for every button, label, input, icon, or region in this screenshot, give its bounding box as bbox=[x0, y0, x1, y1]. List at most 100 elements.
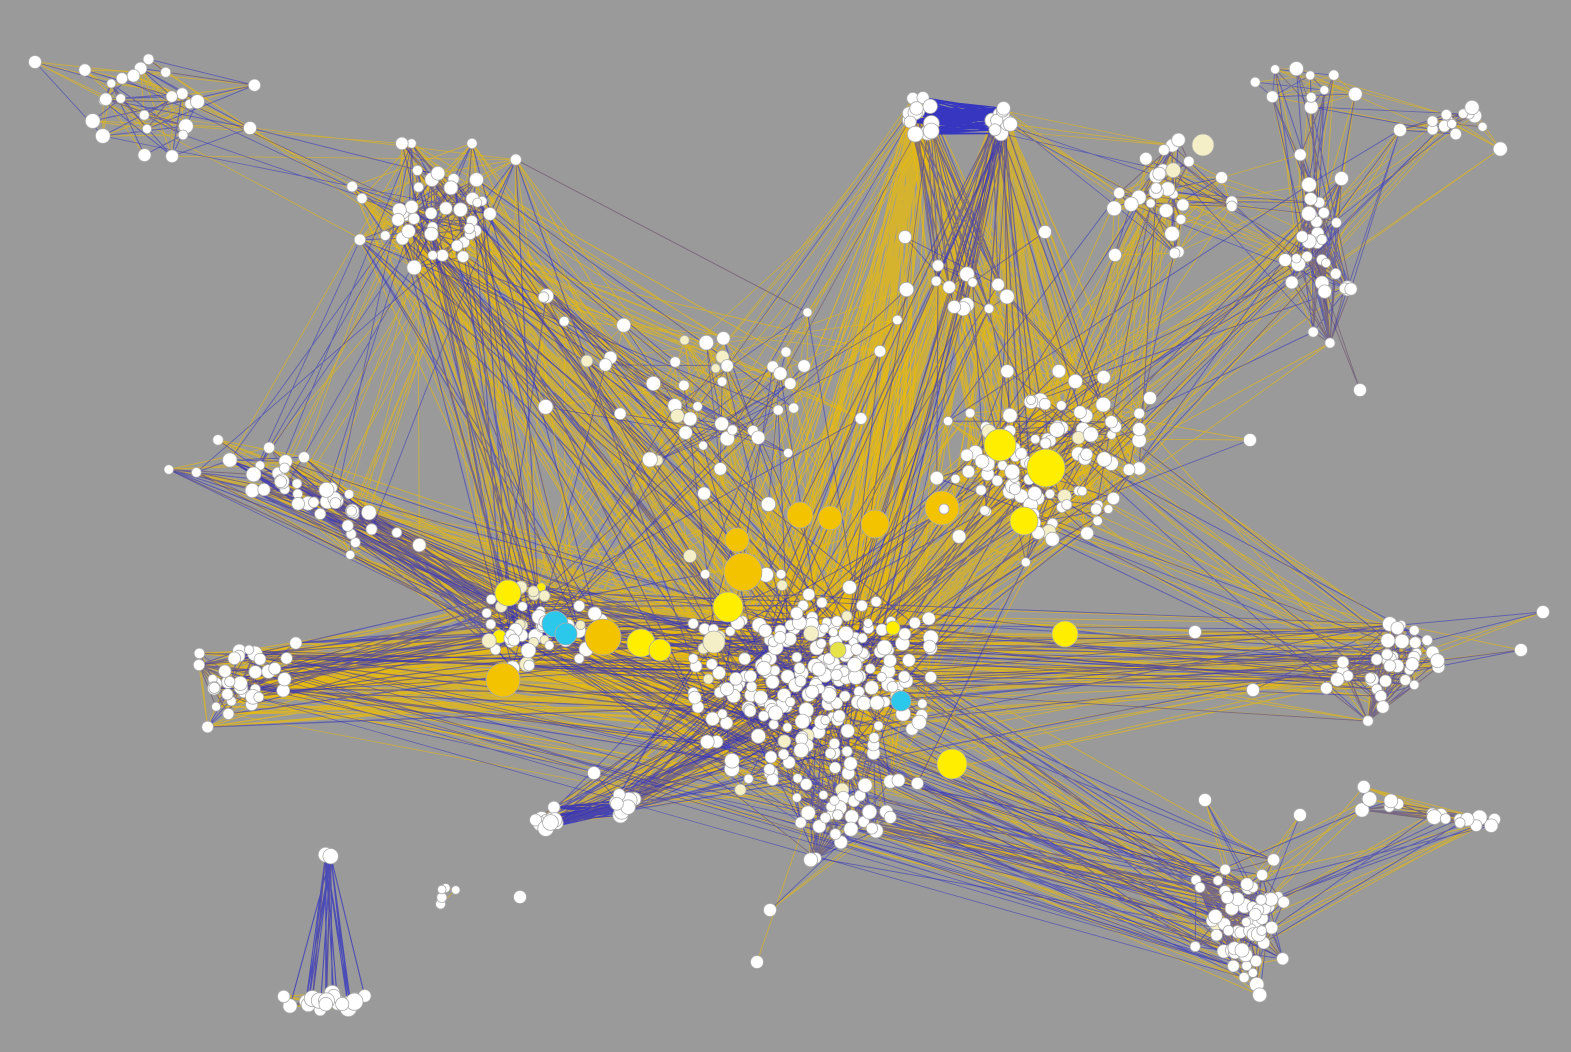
graph-node[interactable] bbox=[1305, 70, 1316, 81]
graph-node[interactable] bbox=[1122, 463, 1136, 476]
graph-node[interactable] bbox=[485, 618, 497, 630]
graph-node[interactable] bbox=[165, 90, 178, 103]
graph-node[interactable] bbox=[857, 777, 873, 793]
graph-node[interactable] bbox=[840, 723, 855, 739]
graph-node[interactable] bbox=[1421, 634, 1433, 647]
graph-node-highlight[interactable] bbox=[723, 552, 763, 592]
graph-node[interactable] bbox=[1446, 118, 1458, 130]
graph-node[interactable] bbox=[1376, 700, 1390, 714]
graph-node[interactable] bbox=[1108, 248, 1122, 262]
graph-node[interactable] bbox=[734, 783, 747, 796]
graph-node[interactable] bbox=[855, 599, 868, 612]
graph-node[interactable] bbox=[832, 709, 846, 723]
graph-node[interactable] bbox=[1103, 504, 1114, 515]
graph-node[interactable] bbox=[765, 674, 780, 690]
graph-node[interactable] bbox=[991, 278, 1005, 292]
graph-node[interactable] bbox=[353, 233, 366, 246]
graph-node[interactable] bbox=[424, 207, 438, 220]
graph-node[interactable] bbox=[951, 529, 967, 544]
graph-node[interactable] bbox=[716, 376, 728, 387]
graph-node[interactable] bbox=[224, 675, 236, 688]
graph-node[interactable] bbox=[450, 239, 464, 252]
graph-node[interactable] bbox=[716, 331, 731, 346]
graph-node[interactable] bbox=[800, 805, 816, 821]
graph-node[interactable] bbox=[232, 675, 248, 691]
graph-node[interactable] bbox=[964, 407, 976, 419]
graph-node[interactable] bbox=[95, 128, 111, 144]
graph-node[interactable] bbox=[1095, 396, 1112, 413]
graph-node[interactable] bbox=[698, 335, 715, 351]
graph-node[interactable] bbox=[28, 55, 42, 69]
graph-node[interactable] bbox=[115, 72, 129, 85]
graph-node[interactable] bbox=[1106, 200, 1122, 217]
graph-node[interactable] bbox=[463, 222, 475, 234]
graph-node[interactable] bbox=[1483, 818, 1499, 833]
graph-node[interactable] bbox=[873, 720, 884, 731]
graph-node[interactable] bbox=[802, 307, 813, 318]
graph-node[interactable] bbox=[1379, 674, 1392, 688]
graph-node[interactable] bbox=[820, 715, 831, 726]
graph-node-highlight[interactable] bbox=[1026, 448, 1066, 488]
graph-node[interactable] bbox=[1270, 64, 1281, 75]
graph-node[interactable] bbox=[542, 814, 559, 831]
graph-node[interactable] bbox=[744, 669, 758, 683]
graph-node[interactable] bbox=[922, 122, 940, 140]
graph-node[interactable] bbox=[537, 399, 554, 415]
graph-node[interactable] bbox=[863, 618, 873, 628]
graph-node[interactable] bbox=[1090, 503, 1103, 516]
graph-node-highlight[interactable] bbox=[584, 618, 622, 656]
graph-node[interactable] bbox=[943, 416, 954, 427]
graph-node[interactable] bbox=[822, 652, 836, 665]
graph-node[interactable] bbox=[401, 223, 416, 239]
graph-node[interactable] bbox=[443, 180, 459, 196]
graph-node[interactable] bbox=[1198, 793, 1212, 807]
graph-node[interactable] bbox=[1104, 415, 1118, 429]
graph-node[interactable] bbox=[1038, 397, 1052, 411]
graph-node[interactable] bbox=[1256, 925, 1267, 936]
graph-node[interactable] bbox=[1328, 69, 1340, 81]
graph-node[interactable] bbox=[753, 690, 769, 705]
graph-node[interactable] bbox=[898, 230, 912, 244]
graph-node[interactable] bbox=[757, 710, 770, 722]
graph-node[interactable] bbox=[1241, 917, 1252, 928]
graph-node[interactable] bbox=[883, 653, 897, 668]
graph-node[interactable] bbox=[322, 848, 339, 865]
graph-node[interactable] bbox=[427, 250, 438, 261]
graph-node[interactable] bbox=[547, 800, 561, 814]
graph-node[interactable] bbox=[1026, 395, 1037, 406]
graph-node[interactable] bbox=[1049, 421, 1065, 438]
graph-node[interactable] bbox=[244, 644, 255, 655]
graph-node[interactable] bbox=[1305, 92, 1317, 103]
graph-node[interactable] bbox=[1301, 176, 1317, 193]
graph-node-highlight[interactable] bbox=[712, 591, 744, 623]
graph-node[interactable] bbox=[391, 527, 403, 538]
graph-node[interactable] bbox=[751, 430, 766, 445]
graph-node[interactable] bbox=[558, 315, 570, 327]
graph-node[interactable] bbox=[1353, 383, 1367, 397]
graph-node[interactable] bbox=[1234, 942, 1250, 958]
graph-node[interactable] bbox=[902, 653, 916, 668]
graph-node[interactable] bbox=[720, 359, 734, 373]
graph-node[interactable] bbox=[850, 643, 863, 656]
graph-node[interactable] bbox=[257, 482, 271, 497]
graph-node[interactable] bbox=[678, 379, 690, 392]
graph-node[interactable] bbox=[1256, 868, 1269, 881]
graph-node[interactable] bbox=[1440, 108, 1453, 121]
graph-node[interactable] bbox=[678, 425, 693, 440]
graph-node[interactable] bbox=[828, 761, 842, 774]
graph-node[interactable] bbox=[1249, 76, 1261, 88]
graph-node[interactable] bbox=[700, 569, 711, 580]
graph-node[interactable] bbox=[898, 670, 911, 683]
graph-node[interactable] bbox=[1044, 488, 1056, 499]
graph-node[interactable] bbox=[1430, 653, 1445, 669]
graph-node[interactable] bbox=[725, 626, 736, 637]
graph-node[interactable] bbox=[1158, 144, 1170, 156]
graph-node[interactable] bbox=[1073, 405, 1087, 419]
graph-node[interactable] bbox=[838, 625, 854, 642]
graph-node[interactable] bbox=[509, 153, 522, 166]
graph-node[interactable] bbox=[106, 78, 117, 89]
graph-node[interactable] bbox=[520, 642, 537, 659]
graph-node[interactable] bbox=[1175, 213, 1187, 225]
graph-node[interactable] bbox=[308, 496, 320, 509]
graph-node[interactable] bbox=[763, 903, 777, 917]
